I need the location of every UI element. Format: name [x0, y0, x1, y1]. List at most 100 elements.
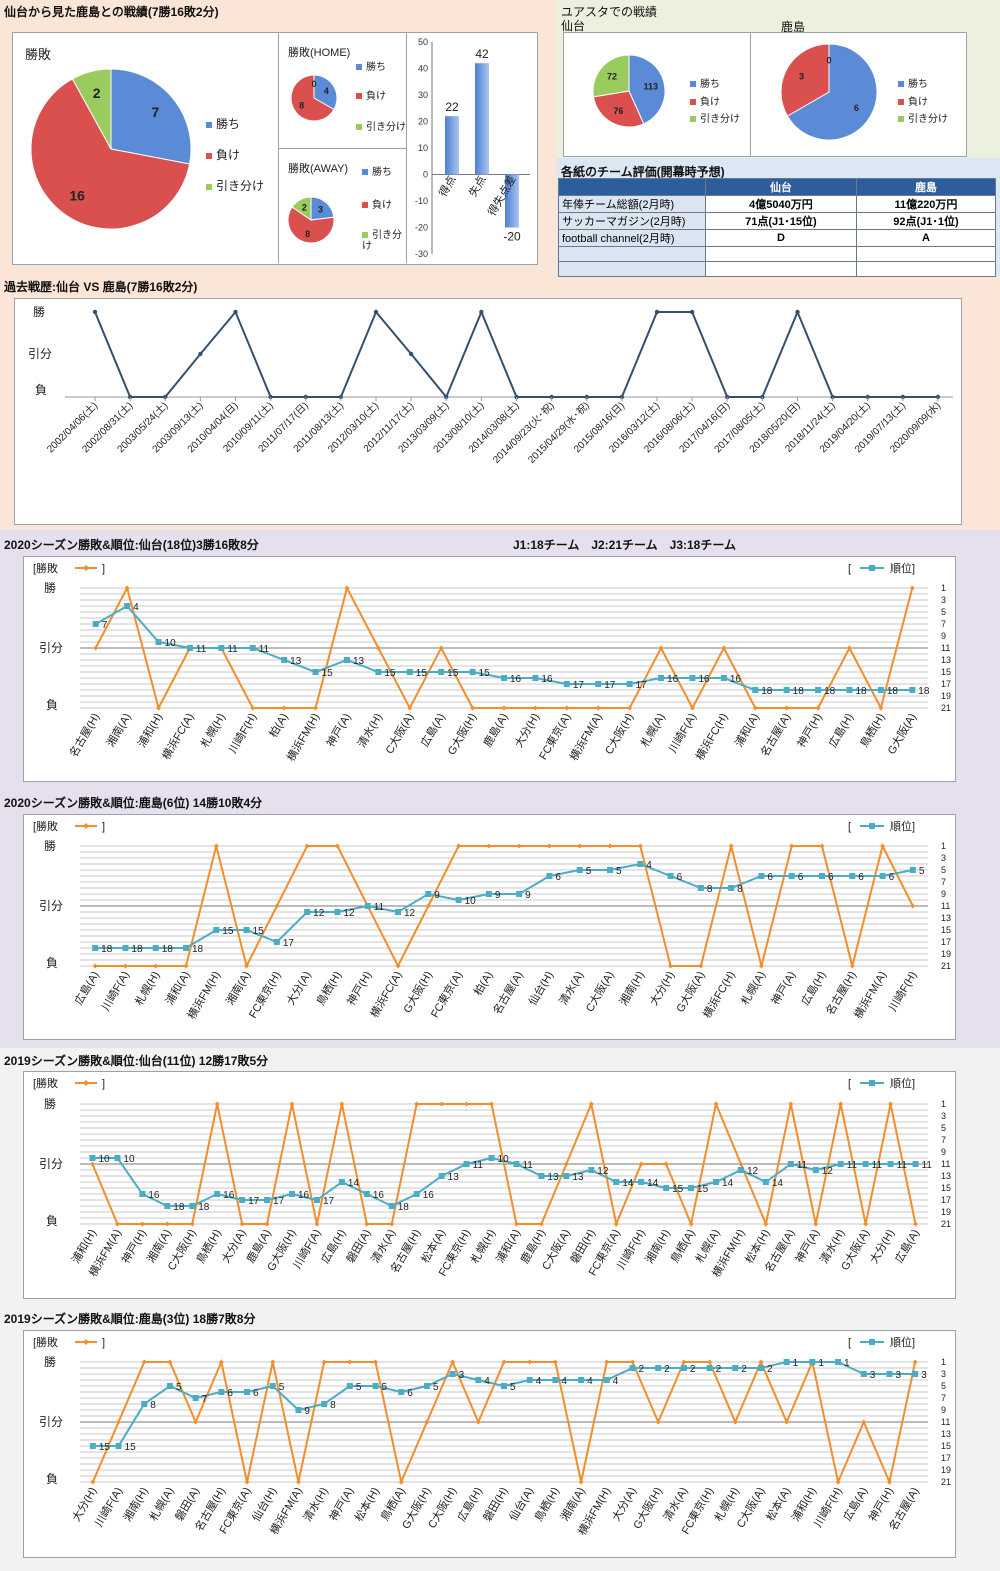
season-rank-tick: 7: [941, 1393, 946, 1403]
eval-table: 仙台 鹿島 年俸チーム総額(2月時) 4億5040万円 11億220万円 サッカーマ…: [558, 178, 997, 277]
season-rank-tick: 15: [941, 1183, 951, 1193]
eval-table-title: 各紙のチーム評価(開幕時予想): [561, 165, 725, 179]
season-rank-point: [815, 687, 822, 693]
season-rank-point: [243, 927, 250, 933]
away-legend-win: 勝ち: [362, 163, 392, 178]
season-legend-rank-marker: [869, 1080, 875, 1086]
season-x-label: 神戸(A): [323, 711, 353, 750]
season-rank-data-label: 15: [416, 668, 428, 679]
season-rank-data-label: 6: [253, 1388, 259, 1399]
season-rank-data-label: 18: [398, 1202, 410, 1213]
season-x-label: 神戸(A): [326, 1485, 356, 1524]
season-result-line: [91, 1100, 917, 1228]
bar-y-tick: 10: [418, 143, 428, 153]
season-rank-data-label: 10: [498, 1154, 510, 1165]
season-result-point: [486, 843, 492, 849]
season-rank-data-label: 13: [547, 1172, 559, 1183]
season-legend-result-bracket: ]: [102, 1337, 105, 1349]
season-y-label: 引分: [39, 641, 63, 655]
season-rank-point: [546, 873, 553, 879]
season-rank-point: [92, 621, 99, 627]
season-rank-point: [706, 1365, 713, 1371]
season-rank-point: [787, 1161, 794, 1167]
season-result-point: [607, 843, 613, 849]
overall-pie-title: 勝敗: [25, 47, 52, 62]
season-result-point: [681, 1359, 687, 1365]
season-rank-point: [835, 1359, 842, 1365]
season-y-label: 負: [46, 698, 58, 712]
season-result-point: [707, 1359, 713, 1365]
season-x-label: 磐田(A): [172, 1485, 202, 1524]
season-rank-point: [295, 1407, 302, 1413]
season-rank-point: [438, 1173, 445, 1179]
season-rank-data-label: 11: [374, 902, 385, 913]
season-rank-point: [762, 1179, 769, 1185]
season-rank-data-label: 15: [672, 1184, 684, 1195]
season-result-point: [658, 645, 664, 651]
season-y-label: 負: [46, 1214, 58, 1228]
season-rank-point: [155, 639, 162, 645]
season-rank-point: [732, 1365, 739, 1371]
season-result-point: [398, 1479, 404, 1485]
season-result-point: [668, 963, 674, 969]
season-rank-point: [312, 669, 319, 675]
season-rank-data-label: 5: [919, 866, 925, 877]
season-rank-tick: 9: [941, 1405, 946, 1415]
season-rank-point: [638, 1179, 645, 1185]
season-x-label: 浦和(A): [163, 969, 193, 1007]
season-rank-data-label: 11: [897, 1160, 908, 1171]
season-rank-data-label: 5: [433, 1382, 439, 1393]
season-y-label: 負: [46, 1472, 58, 1486]
season-result-point: [613, 1221, 619, 1227]
legend-label: 勝ち: [908, 79, 928, 90]
season-result-point: [439, 1101, 445, 1107]
season-x-label: 柏(A): [470, 969, 495, 998]
home-pie-data-label: 0: [311, 79, 316, 89]
season-rank-point: [809, 1359, 816, 1365]
season-result-point: [758, 1359, 764, 1365]
season-result-point: [577, 843, 583, 849]
eval-row-label: [558, 261, 706, 277]
season-rank-data-label: 9: [495, 890, 501, 901]
season-x-label: 鹿島(A): [480, 711, 510, 750]
season-x-label: 広島(A): [417, 711, 447, 750]
season-x-label: C大阪(H): [601, 711, 636, 757]
season-result-point: [213, 843, 219, 849]
yurtec-sendai-pie-data-label: 72: [607, 72, 617, 82]
away-pie-slice: [287, 206, 335, 244]
season-rank-data-label: 11: [196, 644, 207, 655]
season-result-point: [516, 843, 522, 849]
season-rank-data-label: 15: [125, 1442, 137, 1453]
yurtec-kashima-legend-loss: 負け: [898, 93, 928, 108]
season-rank-data-label: 2: [716, 1364, 722, 1375]
season-rank-point: [783, 687, 790, 693]
yurtec-pies: 113 76 72 6 3 0: [592, 43, 878, 141]
season-result-point: [313, 705, 319, 711]
history-point: [233, 309, 238, 315]
season-rank-data-label: 18: [918, 686, 930, 697]
season-result-point: [838, 1101, 844, 1107]
season-rank-data-label: 5: [510, 1382, 516, 1393]
season-rank-tick: 5: [941, 1123, 946, 1133]
season-rank-point: [115, 1443, 122, 1449]
season-rank-data-label: 3: [895, 1370, 901, 1381]
season-result-point: [244, 963, 250, 969]
overall-pie-slice: [71, 68, 112, 150]
season-rank-point: [469, 669, 476, 675]
history-point: [795, 309, 800, 315]
season-rank-point: [658, 675, 665, 681]
season-rank-data-label: 12: [747, 1166, 759, 1177]
season-result-point: [912, 1359, 918, 1365]
season-rank-data-label: 18: [198, 1202, 210, 1213]
season-result-point: [116, 1419, 122, 1425]
season-rank-tick: 1: [941, 841, 946, 851]
season-rank-point: [89, 1155, 96, 1161]
season-rank-data-label: 10: [123, 1154, 135, 1165]
history-title: 過去戦歴:仙台 VS 鹿島(7勝16敗2分): [4, 280, 198, 294]
season-rank-point: [249, 645, 256, 651]
season-result-point: [789, 843, 795, 849]
season-x-label: 仙台(H): [249, 1485, 280, 1524]
season-result-point: [122, 963, 128, 969]
season-rank-point: [516, 891, 523, 897]
legend-label: 引き分け: [700, 114, 740, 125]
